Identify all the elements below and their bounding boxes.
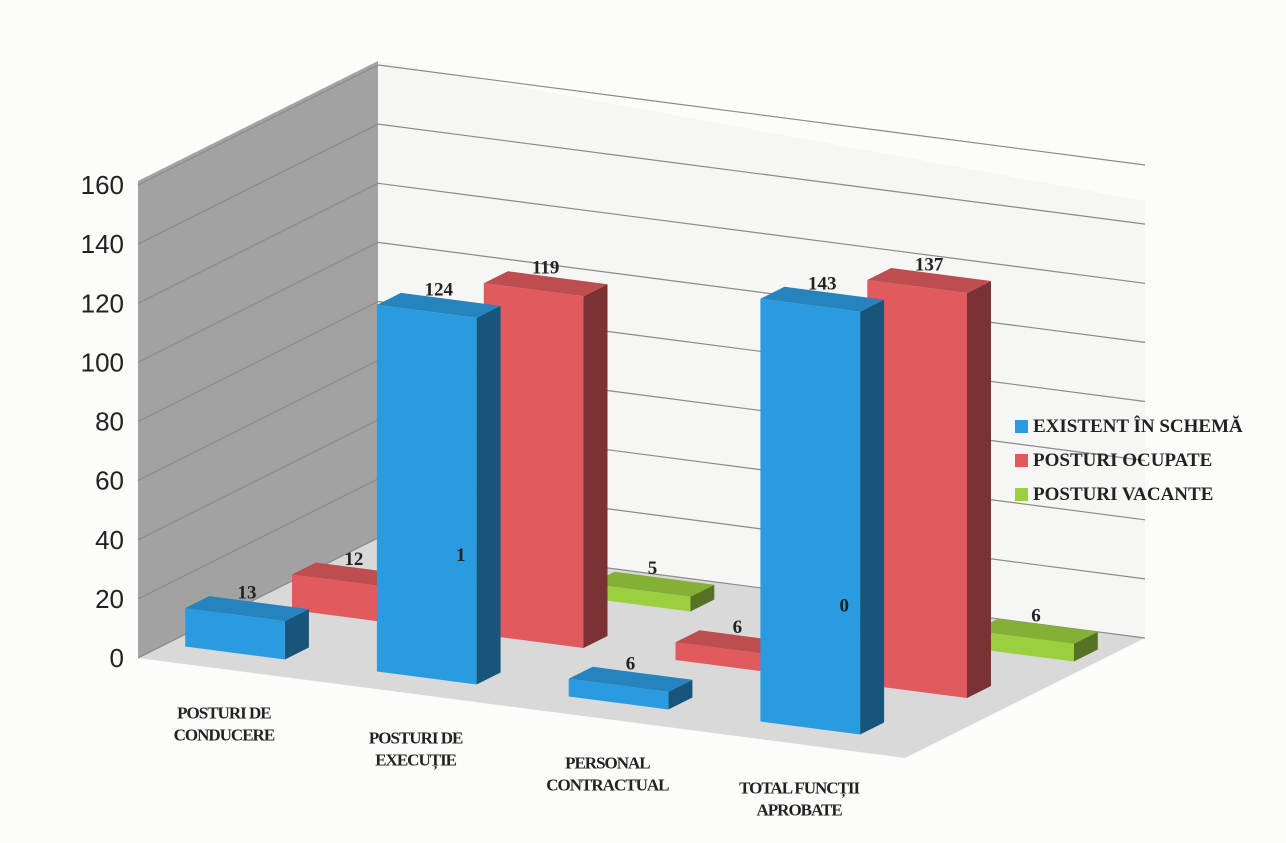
- y-tick-label: 120: [81, 288, 124, 318]
- bar-side: [1073, 631, 1098, 662]
- category-label-line: TOTAL FUNCȚII: [739, 779, 860, 799]
- bar-front: [974, 630, 1074, 662]
- data-labels: 1 5 0 6 12 119 6 137 13 124 6 143: [238, 254, 1041, 674]
- bar-side: [967, 281, 991, 698]
- category-label-line: CONDUCERE: [174, 726, 275, 745]
- y-axis-ticks: 0 20 40 60 80 100 120 140 160: [81, 170, 124, 673]
- bar-side: [860, 299, 885, 735]
- category-label-line: APROBATE: [757, 801, 843, 820]
- bar-top: [974, 618, 1098, 644]
- category-label-line: CONTRACTUAL: [546, 776, 669, 795]
- bar-top: [867, 268, 991, 293]
- bar-top: [185, 596, 309, 622]
- bar-side: [583, 284, 608, 648]
- bar-0-3: [760, 286, 885, 735]
- bar-2-1: [590, 571, 715, 612]
- y-tick-label: 0: [110, 643, 124, 673]
- data-label: 6: [626, 653, 636, 674]
- category-label-line: PERSONAL: [565, 754, 650, 773]
- category-label-line: EXECUȚIE: [375, 751, 456, 771]
- bar-1-3: [867, 268, 991, 698]
- data-label: 13: [238, 583, 257, 604]
- y-tick-label: 40: [95, 525, 124, 555]
- category-label-line: POSTURI DE: [177, 704, 271, 723]
- bar-front: [376, 304, 477, 685]
- legend: EXISTENT ÎN SCHEMĂ POSTURI OCUPATE POSTURI…: [1015, 415, 1243, 505]
- bar-top: [590, 571, 715, 597]
- y-tick-label: 80: [95, 407, 124, 437]
- bars: [185, 268, 1098, 735]
- y-tick-label: 20: [95, 584, 124, 614]
- bar-1-1: [483, 271, 608, 648]
- category-label-line: POSTURI DE: [369, 729, 463, 748]
- bar-top: [376, 292, 501, 318]
- bar-front: [590, 583, 691, 612]
- bar-2-3: [974, 618, 1098, 662]
- data-label: 1: [456, 545, 466, 566]
- data-label: 5: [648, 558, 658, 579]
- data-label: 137: [915, 254, 944, 275]
- gridline: [137, 123, 1146, 245]
- data-label: 143: [808, 273, 837, 294]
- bar-0-1: [376, 292, 501, 685]
- category-label: POSTURI DE EXECUȚIE: [369, 729, 463, 771]
- gridline: [137, 64, 1146, 186]
- data-label: 12: [344, 549, 363, 570]
- legend-label: EXISTENT ÎN SCHEMĂ: [1033, 415, 1243, 437]
- bar-front: [483, 283, 584, 648]
- data-label: 119: [532, 258, 559, 279]
- y-tick-label: 60: [95, 466, 124, 496]
- data-label: 6: [733, 617, 743, 638]
- data-label: 6: [1031, 605, 1041, 626]
- bar-side: [690, 584, 715, 612]
- legend-swatch: [1015, 454, 1028, 467]
- data-label: 124: [425, 279, 454, 300]
- bar-side: [668, 679, 693, 710]
- bar-top: [568, 666, 693, 692]
- bar-front: [867, 280, 967, 698]
- bar-top: [760, 286, 885, 312]
- bar-front: [760, 298, 861, 735]
- bar-front: [568, 678, 669, 710]
- category-label: TOTAL FUNCȚII APROBATE: [739, 779, 860, 820]
- legend-label: POSTURI VACANTE: [1033, 484, 1213, 505]
- category-labels: POSTURI DE CONDUCERE POSTURI DE EXECUȚIE PER…: [174, 704, 862, 820]
- legend-swatch: [1015, 488, 1028, 501]
- bar-0-2: [568, 666, 693, 710]
- y-tick-label: 140: [81, 229, 124, 259]
- bar-front: [675, 642, 776, 673]
- bar-0-0: [185, 596, 309, 660]
- gridline: [137, 182, 1146, 304]
- bar-front: [185, 608, 285, 660]
- data-label: 0: [839, 596, 849, 617]
- legend-swatch: [1015, 420, 1028, 433]
- bar-side: [476, 305, 501, 685]
- category-label: PERSONAL CONTRACTUAL: [546, 754, 669, 795]
- bar-top: [483, 271, 608, 297]
- y-tick-label: 100: [81, 347, 124, 377]
- bar-front: [292, 574, 392, 623]
- y-tick-label: 160: [81, 170, 124, 200]
- legend-label: POSTURI OCUPATE: [1033, 450, 1212, 471]
- category-label: POSTURI DE CONDUCERE: [174, 704, 275, 745]
- bar-side: [284, 609, 309, 660]
